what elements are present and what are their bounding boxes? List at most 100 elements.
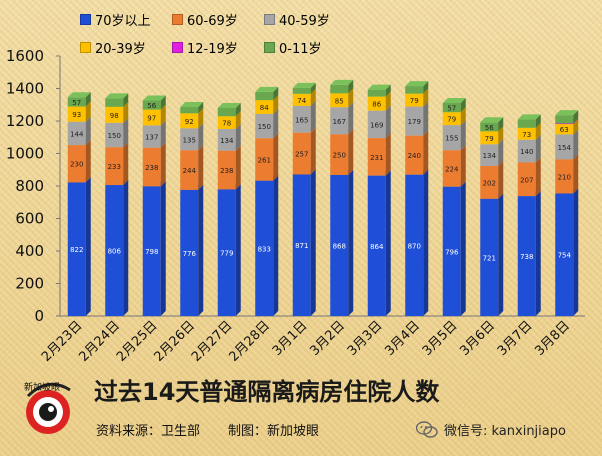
- bar-segment-side: [573, 118, 579, 125]
- bar-value-label: 73: [522, 131, 531, 139]
- bar-segment: [105, 122, 124, 148]
- bar-segment-side: [235, 111, 241, 129]
- bar-segment-side: [385, 170, 391, 316]
- bar-segment: [180, 113, 199, 129]
- bar-segment-side: [385, 84, 391, 97]
- bar-stack: 721 202 134 79 56: [480, 117, 504, 316]
- bar-segment-side: [85, 140, 91, 183]
- bar-value-label: 238: [220, 167, 233, 175]
- bar-value-label: 864: [370, 243, 384, 251]
- legend-item: 12-19岁: [172, 38, 264, 57]
- bar-value-label: 210: [558, 173, 571, 181]
- legend-item: 60-69岁: [172, 10, 264, 29]
- bar-segment: [442, 112, 461, 126]
- bar-segment-side: [310, 127, 316, 175]
- bar-segment-side: [235, 123, 241, 151]
- bar-segment-top: [180, 102, 204, 108]
- bar-segment-top: [555, 110, 579, 116]
- bar-segment: [367, 110, 386, 139]
- bar-segment-side: [348, 129, 354, 175]
- legend-swatch: [264, 42, 275, 53]
- bar-segment: [480, 144, 499, 167]
- bar-segment: [330, 134, 349, 175]
- bar-value-label: 833: [258, 245, 271, 253]
- bar-segment-side: [348, 169, 354, 316]
- bar-segment-side: [198, 102, 204, 114]
- bar-value-label: 137: [145, 134, 158, 142]
- bar-segment: [67, 97, 86, 107]
- bar-value-label: 754: [558, 252, 572, 260]
- x-tick-label: 3月6日: [457, 318, 498, 359]
- bar-value-label: 796: [445, 248, 459, 256]
- bar-segment-side: [460, 120, 466, 151]
- bar-stack: 779 238 134 78: [217, 103, 241, 316]
- y-tick-label: 800: [15, 177, 44, 195]
- bar-value-label: 224: [445, 165, 459, 173]
- bar-value-label: 97: [147, 115, 156, 123]
- legend-item: 20-39岁: [80, 38, 172, 57]
- bar-segment-side: [460, 97, 466, 113]
- bar-value-label: 79: [447, 116, 456, 124]
- bar-segment: [142, 100, 161, 110]
- bar-segment: [367, 175, 386, 316]
- bar-value-label: 79: [410, 97, 419, 105]
- source-row: 资料来源：卫生部 制图：新加坡眼: [96, 420, 319, 439]
- legend-label: 70岁以上: [95, 14, 151, 29]
- bar-segment-side: [235, 103, 241, 117]
- bar-segment: [292, 93, 311, 106]
- bar-segment-top: [217, 103, 241, 108]
- bar-stack: 833 261 150 84: [255, 86, 279, 316]
- legend-item: 40-59岁: [264, 10, 356, 29]
- bar-segment: [255, 100, 274, 114]
- bar-segment-side: [273, 133, 279, 181]
- bar-segment: [330, 107, 349, 135]
- bar-stack: 871 257 165 74: [292, 82, 316, 316]
- bar-segment-side: [460, 107, 466, 126]
- bar-value-label: 250: [333, 152, 346, 160]
- y-tick-label: 1400: [6, 80, 44, 98]
- bar-segment-side: [273, 175, 279, 316]
- bar-segment-side: [573, 119, 579, 135]
- bar-segment-side: [160, 120, 166, 148]
- bar-segment-side: [198, 123, 204, 151]
- chart-title: 过去14天普通隔离病房住院人数: [94, 378, 440, 406]
- bar-segment: [255, 138, 274, 181]
- bar-segment: [180, 107, 199, 114]
- bar-segment-side: [310, 100, 316, 133]
- bar-segment-side: [160, 104, 166, 126]
- bar-segment: [480, 131, 499, 145]
- bar-value-label: 134: [220, 137, 234, 145]
- bar-segment-side: [535, 122, 541, 140]
- bar-segment: [217, 150, 236, 190]
- bar-segment-side: [85, 101, 91, 122]
- x-tick-label: 3月4日: [382, 318, 423, 359]
- bar-segment: [367, 89, 386, 97]
- bar-stack: 870 240 179 79: [405, 81, 429, 316]
- x-tick-label: 2月23日: [39, 318, 86, 365]
- bar-value-label: 92: [185, 118, 194, 126]
- bar-segment-top: [67, 92, 91, 98]
- bar-segment-top: [367, 84, 391, 90]
- bar-stack: 822 230 144 93 57: [67, 92, 91, 316]
- bar-segment-top: [405, 81, 429, 87]
- legend-label: 0-11岁: [279, 42, 322, 57]
- bar-segment: [67, 145, 86, 183]
- bar-segment-side: [235, 145, 241, 190]
- bar-segment-side: [273, 95, 279, 114]
- bar-segment-side: [235, 184, 241, 316]
- bar-value-label: 870: [408, 242, 421, 250]
- legend-label: 60-69岁: [187, 14, 238, 29]
- bar-segment-side: [310, 169, 316, 316]
- bar-segment: [555, 124, 574, 135]
- bar-value-label: 244: [183, 167, 197, 175]
- legend-swatch: [80, 14, 91, 25]
- bar-segment: [217, 116, 236, 129]
- bar-segment: [142, 147, 161, 187]
- bar-segment-side: [535, 134, 541, 163]
- bar-segment-side: [385, 91, 391, 111]
- legend-swatch: [264, 14, 275, 25]
- y-tick-label: 200: [15, 275, 44, 293]
- bar-segment-side: [273, 86, 279, 101]
- bar-segment: [405, 174, 424, 316]
- bar-stack: 864 231 169 86: [367, 84, 391, 316]
